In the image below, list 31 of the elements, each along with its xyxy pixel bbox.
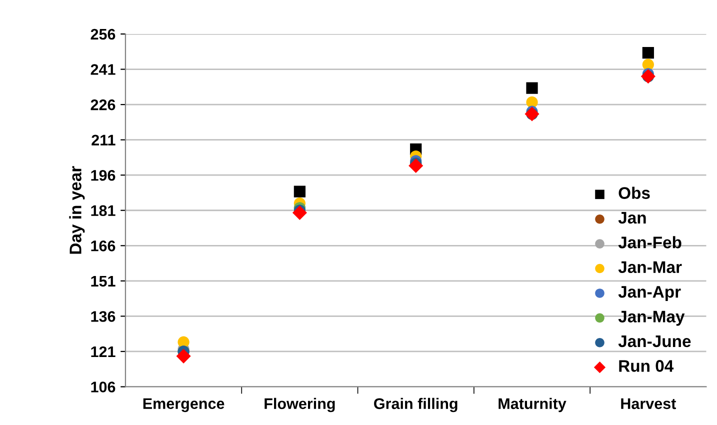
legend-label: Run 04 [619,360,674,372]
legend-label: Jan-Feb [618,236,682,248]
x-tick-label: Grain filling [374,398,458,412]
legend-label: Jan-June [618,336,691,348]
y-tick-label: 166 [91,240,116,252]
y-tick-label: 211 [92,134,116,146]
point [294,186,306,198]
legend-label: Jan [618,212,646,224]
x-tick-label: Harvest [621,398,676,410]
y-axis-title: Day in year [69,166,85,254]
x-tick-label: Maturnity [498,398,566,412]
y-tick-label: 256 [90,28,116,40]
point [292,205,307,220]
x-tick-label: Flowering [264,398,335,412]
point [408,158,424,173]
x-tick-label: Emergence [143,398,224,412]
point [526,82,538,94]
y-tick-label: 181 [91,205,116,216]
y-tick-label: 121 [91,346,116,358]
point [642,47,654,59]
y-tick-label: 226 [90,99,116,110]
legend-label: Jan-Mar [618,261,682,274]
y-tick-label: 151 [91,276,116,287]
legend-label: Jan-Apr [618,286,681,302]
y-tick-label: 241 [90,64,116,75]
point [176,348,191,364]
y-tick-label: 196 [91,170,116,181]
y-tick-label: 106 [91,382,116,392]
legend-label: Obs [618,186,650,199]
legend-label: Jan-May [618,310,685,326]
y-tick-label: 136 [91,311,116,322]
